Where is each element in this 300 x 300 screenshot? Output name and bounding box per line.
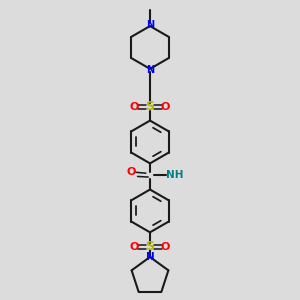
Text: NH: NH <box>166 170 184 180</box>
Text: S: S <box>146 100 154 113</box>
Text: N: N <box>146 65 154 75</box>
Text: O: O <box>130 242 139 252</box>
Text: N: N <box>146 20 154 31</box>
Text: O: O <box>127 167 136 177</box>
Text: S: S <box>146 240 154 253</box>
Text: O: O <box>161 242 170 252</box>
Text: N: N <box>146 252 154 262</box>
Text: O: O <box>161 102 170 112</box>
Text: O: O <box>130 102 139 112</box>
